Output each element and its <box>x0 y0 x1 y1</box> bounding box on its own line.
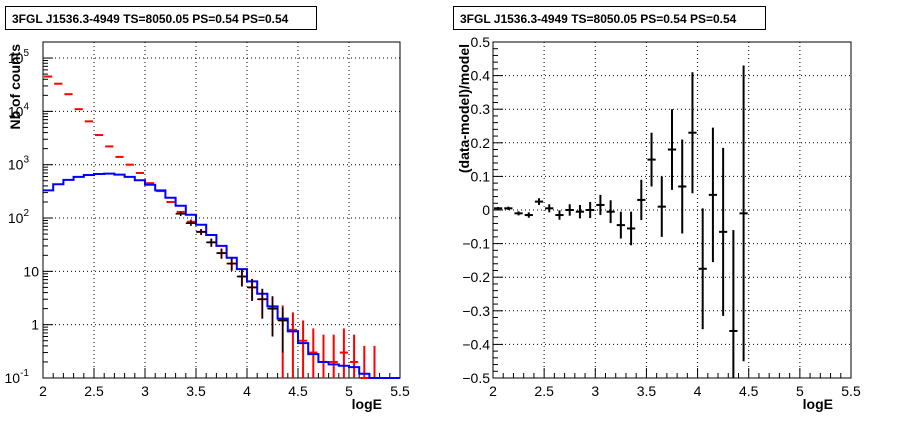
left-black-data-point <box>196 229 207 236</box>
left-data-point <box>319 334 328 378</box>
left-data-point <box>299 320 308 378</box>
left-x-tick-label: 2.5 <box>84 383 104 399</box>
left-y-tick-label: 104 <box>8 101 30 119</box>
left-x-tick-label: 5.5 <box>390 383 410 399</box>
right-y-tick-label: 0.5 <box>471 34 491 50</box>
left-panel-counts: 2 2.5 3 3.5 4 4.5 5 5.5 logE 10-1 1 10 102 103 104 105N… <box>5 41 410 412</box>
right-y-tick-label: 0.1 <box>471 168 491 184</box>
left-chart-title: 3FGL J1536.3-4949 TS=8050.05 PS=0.54 PS=… <box>5 6 317 30</box>
right-x-tick-label: 4 <box>694 383 702 399</box>
left-x-tick-label: 2 <box>39 383 47 399</box>
right-x-tick-label: 3 <box>591 383 599 399</box>
left-data-point <box>288 312 297 378</box>
right-x-axis-label: logE <box>803 396 833 412</box>
right-residual-point <box>729 230 738 378</box>
left-x-tick-label: 4 <box>243 383 251 399</box>
left-y-tick-label: 10-1 <box>5 368 30 386</box>
left-black-data-point <box>185 220 196 226</box>
right-residual-point <box>739 65 748 362</box>
right-residual-point <box>596 194 605 216</box>
left-model-histogram <box>43 172 400 379</box>
left-black-data-point <box>247 278 258 301</box>
right-residual-point <box>494 206 503 210</box>
left-plot-frame <box>42 41 401 379</box>
left-black-data-point <box>257 288 268 319</box>
left-data-point <box>339 328 348 378</box>
left-data-point <box>350 334 359 378</box>
left-y-tick-label: 10 <box>23 263 39 279</box>
right-residual-point <box>657 176 666 237</box>
left-x-tick-label: 3 <box>141 383 149 399</box>
right-residual-point <box>678 139 687 234</box>
right-residual-point <box>524 212 533 218</box>
right-residual-point <box>504 206 513 210</box>
right-y-tick-label: −0.1 <box>462 236 490 252</box>
right-y-tick-label: 0.4 <box>471 68 491 84</box>
left-black-data-point <box>277 307 288 353</box>
right-residual-point <box>626 211 636 246</box>
right-x-tick-label: 4.5 <box>739 383 759 399</box>
left-x-tick-label: 5 <box>345 383 353 399</box>
left-black-data-point <box>226 258 237 271</box>
left-black-data-point <box>267 296 278 337</box>
right-y-tick-label: −0.3 <box>462 303 490 319</box>
right-residual-point <box>575 204 585 219</box>
right-residual-point <box>719 147 728 316</box>
left-x-tick-label: 4.5 <box>288 383 308 399</box>
right-panel-residuals: 2 2.5 3 3.5 4 4.5 5 5.5 logE −0.5 −0.4 −0.3 −0.2 −0.1… <box>456 34 861 412</box>
right-y-axis-label: (data-model)/model <box>456 44 472 173</box>
right-x-tick-label: 2 <box>489 383 497 399</box>
right-residual-point <box>565 204 574 216</box>
right-residual-point <box>708 127 718 263</box>
left-y-tick-label: 103 <box>8 155 30 173</box>
right-y-tick-label: −0.2 <box>462 269 490 285</box>
left-black-data-point <box>216 248 227 259</box>
left-black-data-point <box>175 211 186 217</box>
left-y-axis-label: Nb of counts <box>7 44 23 130</box>
left-data-point <box>360 345 369 379</box>
left-black-data-point <box>206 238 217 247</box>
right-residual-point <box>647 132 656 187</box>
right-residual-point <box>606 200 615 224</box>
right-y-tick-label: −0.5 <box>462 370 490 386</box>
right-residual-point <box>667 109 677 190</box>
right-residual-point <box>586 201 595 219</box>
right-residual-point <box>698 208 707 330</box>
right-residual-point <box>514 211 523 216</box>
right-y-tick-label: −0.4 <box>462 336 490 352</box>
left-black-data-point <box>236 269 247 287</box>
left-x-axis-label: logE <box>352 396 382 412</box>
right-x-tick-label: 5 <box>796 383 804 399</box>
right-x-tick-label: 5.5 <box>841 383 861 399</box>
right-residual-point <box>637 179 646 221</box>
left-y-tick-label: 1 <box>31 317 39 333</box>
left-x-tick-label: 3.5 <box>186 383 206 399</box>
right-y-tick-label: 0.2 <box>471 135 491 151</box>
left-y-tick-label: 105 <box>8 48 30 66</box>
right-chart-title: 3FGL J1536.3-4949 TS=8050.05 PS=0.54 PS=… <box>453 6 766 30</box>
right-residual-point <box>688 72 697 194</box>
left-data-point <box>370 345 379 379</box>
left-data-point <box>329 334 338 378</box>
right-y-tick-label: 0.3 <box>471 101 491 117</box>
right-residual-point <box>545 204 554 213</box>
right-x-tick-label: 3.5 <box>637 383 657 399</box>
right-residual-point <box>555 210 564 220</box>
left-y-tick-label: 102 <box>8 208 30 226</box>
right-residual-point <box>534 198 544 205</box>
right-residual-point <box>616 211 625 239</box>
right-y-tick-label: 0 <box>482 202 490 218</box>
right-x-tick-label: 2.5 <box>534 383 554 399</box>
